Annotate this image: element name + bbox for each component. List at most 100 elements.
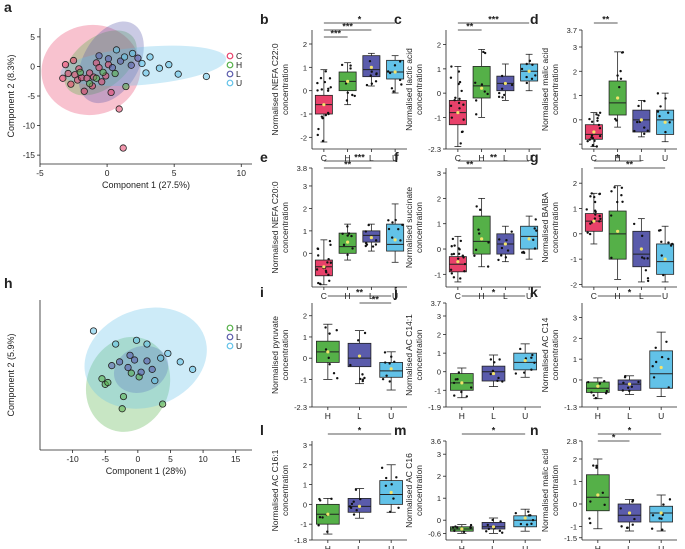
data-point <box>328 239 332 243</box>
mean-marker <box>627 511 632 515</box>
legend-label-L: L <box>236 332 241 342</box>
y-axis-label: Normalised succinate <box>404 187 414 269</box>
data-point <box>591 137 595 140</box>
data-point <box>459 277 462 280</box>
data-point <box>588 232 592 236</box>
data-point <box>324 348 328 351</box>
data-point <box>483 51 487 55</box>
y-tick-label: 1 <box>573 205 577 214</box>
data-point <box>451 526 455 529</box>
data-point <box>660 240 663 244</box>
data-point <box>392 497 395 500</box>
significance-stars: * <box>358 15 362 25</box>
data-point <box>530 368 533 371</box>
box-panel-j: j Normalised AC C14:1 concentration -1.9 -1 0… <box>393 284 541 421</box>
x-tick-label: U <box>388 411 394 421</box>
data-point <box>454 525 457 528</box>
data-point <box>458 80 462 84</box>
data-point <box>390 483 393 486</box>
scatter-point-L <box>108 64 117 72</box>
data-point <box>326 530 329 533</box>
data-point <box>462 118 465 121</box>
data-point <box>486 92 489 96</box>
significance-stars: *** <box>330 29 341 39</box>
data-point <box>646 277 650 280</box>
y-tick-label: 3 <box>573 314 577 323</box>
data-point <box>384 476 388 480</box>
data-point <box>388 380 391 383</box>
data-point <box>609 214 613 217</box>
data-point <box>327 356 330 360</box>
data-point <box>598 134 602 138</box>
data-point <box>525 62 528 66</box>
x-tick-label: L <box>369 153 374 163</box>
y-tick-label: 3.6 <box>431 437 441 446</box>
x-tick-label: U <box>526 153 532 163</box>
data-point <box>595 145 599 148</box>
data-point <box>598 111 602 114</box>
panel-label-b: b <box>260 11 269 27</box>
y-tick-label: 1 <box>303 333 307 342</box>
data-point <box>610 190 613 193</box>
y-tick-label: -1 <box>300 110 307 119</box>
data-point <box>651 365 654 368</box>
scatter-point-C <box>67 80 75 88</box>
y-tick-label: 2 <box>573 334 577 343</box>
data-point <box>525 523 529 526</box>
data-point <box>619 77 623 80</box>
data-point <box>505 239 508 242</box>
legend-marker-L <box>226 70 234 78</box>
data-point <box>660 355 664 359</box>
significance-stars: ** <box>466 160 474 170</box>
data-point <box>613 186 616 189</box>
panel-label-g: g <box>530 149 539 165</box>
data-point <box>487 241 490 244</box>
data-point <box>593 139 596 143</box>
data-point <box>459 239 463 243</box>
legend-label-H: H <box>236 323 242 333</box>
data-point <box>497 258 500 262</box>
data-point <box>363 376 366 380</box>
data-point <box>369 74 372 77</box>
data-point <box>593 217 597 220</box>
y-axis-label: concentration <box>414 329 424 380</box>
data-point <box>398 78 402 82</box>
y-tick-label: -2 <box>300 133 307 142</box>
data-point <box>397 506 400 509</box>
data-point <box>374 239 378 242</box>
data-point <box>457 70 461 73</box>
data-point <box>359 377 362 381</box>
mean-marker <box>596 493 600 497</box>
data-point <box>491 369 495 373</box>
data-point <box>319 76 323 80</box>
data-point <box>531 63 534 66</box>
data-point <box>357 339 360 342</box>
scatter-point-L <box>143 357 151 365</box>
data-point <box>620 525 623 528</box>
mean-marker <box>389 490 393 495</box>
data-point <box>388 510 392 513</box>
data-point <box>375 72 378 75</box>
data-point <box>601 491 605 494</box>
data-point <box>364 244 368 248</box>
data-point <box>632 222 636 226</box>
y-tick-label: 1 <box>437 65 441 74</box>
data-point <box>318 497 321 501</box>
data-point <box>341 232 344 235</box>
data-point <box>598 192 601 196</box>
mean-marker <box>357 354 362 358</box>
data-point <box>324 113 328 117</box>
legend-label-U: U <box>236 78 242 88</box>
y-tick-label: 2 <box>303 40 307 49</box>
data-point <box>598 214 601 218</box>
data-point <box>614 117 617 121</box>
panel-label-d: d <box>530 11 539 27</box>
mean-marker <box>346 240 350 244</box>
data-point <box>499 520 502 523</box>
data-point <box>457 82 460 86</box>
data-point <box>531 353 534 357</box>
data-point <box>510 83 514 87</box>
x-tick-label: L <box>357 411 362 421</box>
data-point <box>326 261 329 264</box>
data-point <box>453 529 456 533</box>
